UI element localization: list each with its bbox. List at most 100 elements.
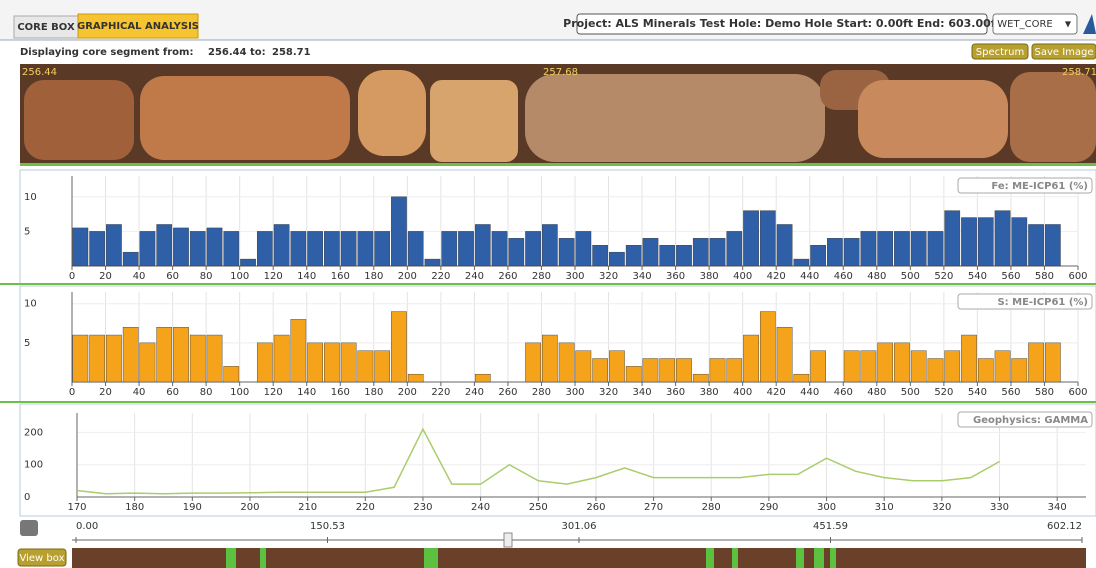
bar <box>173 228 188 266</box>
collapse-button[interactable] <box>20 520 38 536</box>
x-tick-label: 140 <box>297 387 316 398</box>
x-tick-label: 600 <box>1068 271 1087 282</box>
x-tick-label: 560 <box>1001 387 1020 398</box>
bar <box>676 245 691 266</box>
bar <box>928 359 943 382</box>
x-tick-label: 20 <box>99 271 112 282</box>
bar <box>1045 224 1060 266</box>
core-image <box>20 64 1096 166</box>
bar <box>878 231 893 266</box>
x-tick-label: 100 <box>230 271 249 282</box>
bar <box>106 224 121 266</box>
bar <box>978 359 993 382</box>
segment-from: 256.44 <box>208 47 247 58</box>
bar <box>425 259 440 266</box>
core-depth: 257.68 <box>543 67 578 78</box>
bar <box>157 327 172 382</box>
x-tick-label: 400 <box>733 271 752 282</box>
bar <box>593 359 608 382</box>
bar <box>911 231 926 266</box>
bar <box>341 343 356 382</box>
bar <box>73 228 88 266</box>
x-tick-label: 300 <box>565 271 584 282</box>
y-tick-label: 5 <box>24 338 30 349</box>
bar <box>73 335 88 382</box>
x-tick-label: 220 <box>431 387 450 398</box>
button-label: Spectrum <box>976 47 1024 58</box>
x-tick-label: 520 <box>934 271 953 282</box>
bar <box>190 231 205 266</box>
bar <box>911 351 926 382</box>
x-tick-label: 270 <box>644 502 663 513</box>
bar <box>660 245 675 266</box>
y-tick-label: 10 <box>24 192 37 203</box>
bar <box>693 238 708 266</box>
x-tick-label: 360 <box>666 387 685 398</box>
panel <box>20 404 1096 516</box>
bar <box>861 231 876 266</box>
bar <box>391 312 406 382</box>
bar <box>291 231 306 266</box>
button-label: View box <box>20 553 65 564</box>
chart-title: Fe: ME-ICP61 (%) <box>991 181 1088 192</box>
bar <box>341 231 356 266</box>
bar <box>358 231 373 266</box>
bar <box>140 343 155 382</box>
bar <box>743 211 758 266</box>
bar <box>257 231 272 266</box>
x-tick-label: 320 <box>932 502 951 513</box>
bar <box>693 374 708 382</box>
bar <box>760 211 775 266</box>
x-tick-label: 220 <box>431 271 450 282</box>
bar <box>844 238 859 266</box>
x-tick-label: 210 <box>298 502 317 513</box>
bar <box>140 231 155 266</box>
bar <box>576 231 591 266</box>
bar <box>525 343 540 382</box>
x-tick-label: 60 <box>166 271 179 282</box>
x-tick-label: 280 <box>702 502 721 513</box>
x-tick-label: 40 <box>133 271 146 282</box>
bar <box>710 238 725 266</box>
segment-to-label: to: <box>250 47 266 58</box>
bar <box>207 335 222 382</box>
x-tick-label: 180 <box>364 387 383 398</box>
slider-thumb[interactable] <box>504 533 512 547</box>
project: Project: ALS Minerals Test Hole: Demo Ho… <box>563 17 1001 30</box>
bar <box>157 224 172 266</box>
segment-to: 258.71 <box>272 47 311 58</box>
x-tick-label: 600 <box>1068 387 1087 398</box>
bar <box>878 343 893 382</box>
x-tick-label: 480 <box>867 387 886 398</box>
bar <box>307 343 322 382</box>
bar <box>475 224 490 266</box>
x-tick-label: 230 <box>413 502 432 513</box>
bar <box>1045 343 1060 382</box>
bar <box>945 211 960 266</box>
x-tick-label: 420 <box>767 271 786 282</box>
x-tick-label: 500 <box>901 271 920 282</box>
bar <box>224 231 239 266</box>
x-tick-label: 100 <box>230 387 249 398</box>
bar <box>1028 343 1043 382</box>
bar <box>559 343 574 382</box>
bar <box>777 224 792 266</box>
bar <box>458 231 473 266</box>
slider-label: 150.53 <box>310 521 345 532</box>
x-tick-label: 0 <box>69 387 75 398</box>
core-strip <box>72 548 1086 568</box>
x-tick-label: 310 <box>875 502 894 513</box>
bar <box>542 224 557 266</box>
chart-title: S: ME-ICP61 (%) <box>997 297 1088 308</box>
bar <box>542 335 557 382</box>
bar <box>190 335 205 382</box>
bar <box>123 252 138 266</box>
x-tick-label: 250 <box>529 502 548 513</box>
slider-label: 0.00 <box>76 521 98 532</box>
bar <box>123 327 138 382</box>
x-tick-label: 160 <box>331 387 350 398</box>
bar <box>1028 224 1043 266</box>
bar <box>710 359 725 382</box>
x-tick-label: 420 <box>767 387 786 398</box>
x-tick-label: 200 <box>240 502 259 513</box>
